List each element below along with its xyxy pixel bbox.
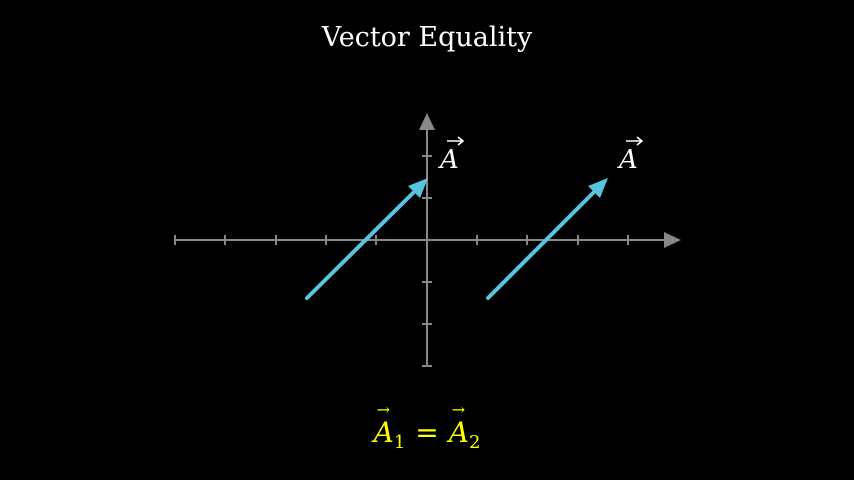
vector-arrow-icon [626, 136, 644, 146]
equation-right-term: A [448, 400, 469, 449]
vector-a1 [305, 178, 428, 300]
vector-a2-arrowhead [588, 178, 608, 198]
y-axis-arrowhead [419, 113, 435, 130]
equation-left-subscript: 1 [393, 432, 406, 453]
vector-a2-label: A [617, 136, 644, 175]
y-axis [422, 128, 432, 367]
equation-left-term: A [373, 400, 394, 449]
vector-arrow-icon [447, 136, 465, 146]
x-axis-arrowhead [664, 232, 681, 248]
equation-operator: = [415, 416, 439, 449]
equality-equation: A1=A2 [0, 400, 854, 453]
vector-a1-label: A [438, 136, 465, 175]
vector-a2-label-text: A [617, 145, 638, 175]
equation-left-symbol: A [373, 416, 394, 449]
x-axis [174, 235, 666, 245]
equation-right-symbol: A [448, 416, 469, 449]
vector-a2 [486, 178, 608, 300]
page-title: Vector Equality [321, 22, 533, 53]
vector-a1-arrowhead [408, 178, 428, 198]
vector-a1-label-text: A [438, 145, 459, 175]
equation-right-subscript: 2 [468, 432, 481, 453]
